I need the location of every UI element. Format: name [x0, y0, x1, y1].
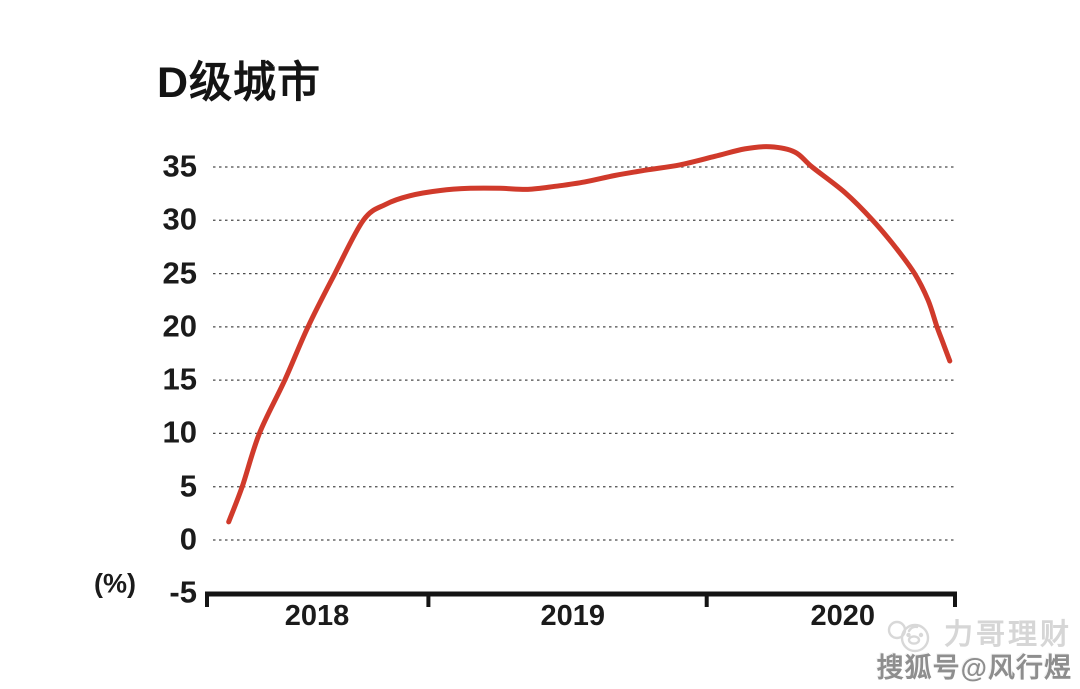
x-tick-label: 2019: [540, 600, 606, 632]
watermark-account-text: 搜狐号@风行煜: [876, 652, 1072, 683]
data-line: [226, 144, 953, 525]
y-tick-label: 35: [162, 148, 197, 184]
y-tick-label: 25: [162, 254, 197, 290]
x-tick-label: 2018: [284, 600, 350, 632]
x-tick-label: 2020: [810, 600, 876, 632]
y-axis-labels: 35 30 25 20 15 10 5 0 -5: [0, 0, 197, 689]
y-tick-label: 5: [179, 467, 197, 503]
watermark-brand-row: 力哥理财: [877, 618, 1072, 654]
watermark-brand-text: 力哥理财: [943, 619, 1072, 652]
chart-title: D级城市: [157, 59, 322, 107]
y-tick-label: 20: [162, 308, 197, 344]
y-tick-label: -5: [169, 574, 197, 610]
y-tick-label: 15: [162, 361, 197, 397]
y-axis-unit-label: (%): [94, 568, 136, 599]
y-tick-label: 10: [162, 414, 197, 450]
watermark: 力哥理财 搜狐号@风行煜: [877, 618, 1072, 682]
y-tick-label: 30: [162, 201, 197, 237]
mascot-icon: [887, 620, 930, 652]
y-tick-label: 0: [179, 521, 197, 557]
